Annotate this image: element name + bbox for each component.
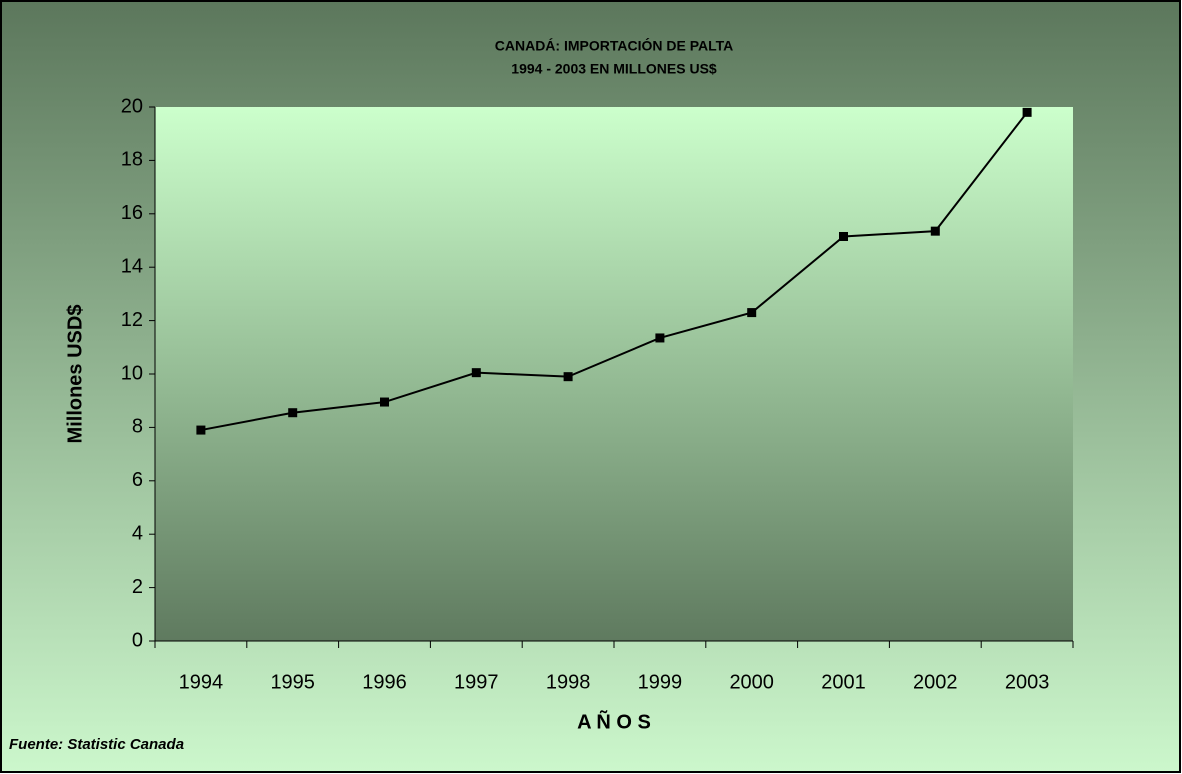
y-axis-label: Millones USD$ (64, 305, 86, 444)
data-point (747, 308, 757, 318)
data-point (839, 231, 848, 241)
data-point (288, 408, 298, 418)
x-axis-label: A Ñ O S (577, 710, 651, 733)
data-point (930, 226, 940, 236)
y-tick-label: 12 (121, 309, 143, 331)
y-tick-label: 0 (132, 629, 143, 651)
plot-area (155, 107, 1073, 641)
data-point (471, 368, 481, 378)
x-tick-label: 1998 (546, 671, 591, 693)
data-point (380, 397, 389, 407)
x-tick-label: 2002 (913, 671, 958, 693)
x-tick-label: 1997 (454, 671, 499, 693)
y-tick-label: 4 (132, 522, 143, 544)
y-tick-label: 6 (132, 469, 143, 491)
y-tick-label: 8 (132, 416, 143, 438)
y-tick-label: 10 (121, 362, 143, 384)
x-tick-label: 2003 (1005, 671, 1050, 693)
x-tick-label: 1994 (179, 671, 224, 693)
chart-subtitle: 1994 - 2003 EN MILLONES US$ (511, 61, 717, 77)
source-note: Fuente: Statistic Canada (9, 736, 184, 753)
x-tick-label: 1999 (638, 671, 683, 693)
data-point (196, 425, 206, 435)
y-tick-label: 20 (121, 95, 143, 117)
data-point (655, 333, 665, 343)
y-tick-label: 14 (121, 255, 143, 277)
data-point (1022, 107, 1032, 117)
x-tick-label: 1996 (362, 671, 407, 693)
x-tick-label: 1995 (270, 671, 315, 693)
y-tick-label: 16 (121, 202, 143, 224)
x-tick-label: 2001 (821, 671, 866, 693)
y-tick-label: 18 (121, 149, 143, 171)
data-point (563, 372, 573, 382)
chart-title: CANADÁ: IMPORTACIÓN DE PALTA (495, 37, 734, 54)
x-tick-label: 2000 (729, 671, 774, 693)
line-series (200, 111, 1028, 432)
y-tick-label: 2 (132, 576, 143, 598)
